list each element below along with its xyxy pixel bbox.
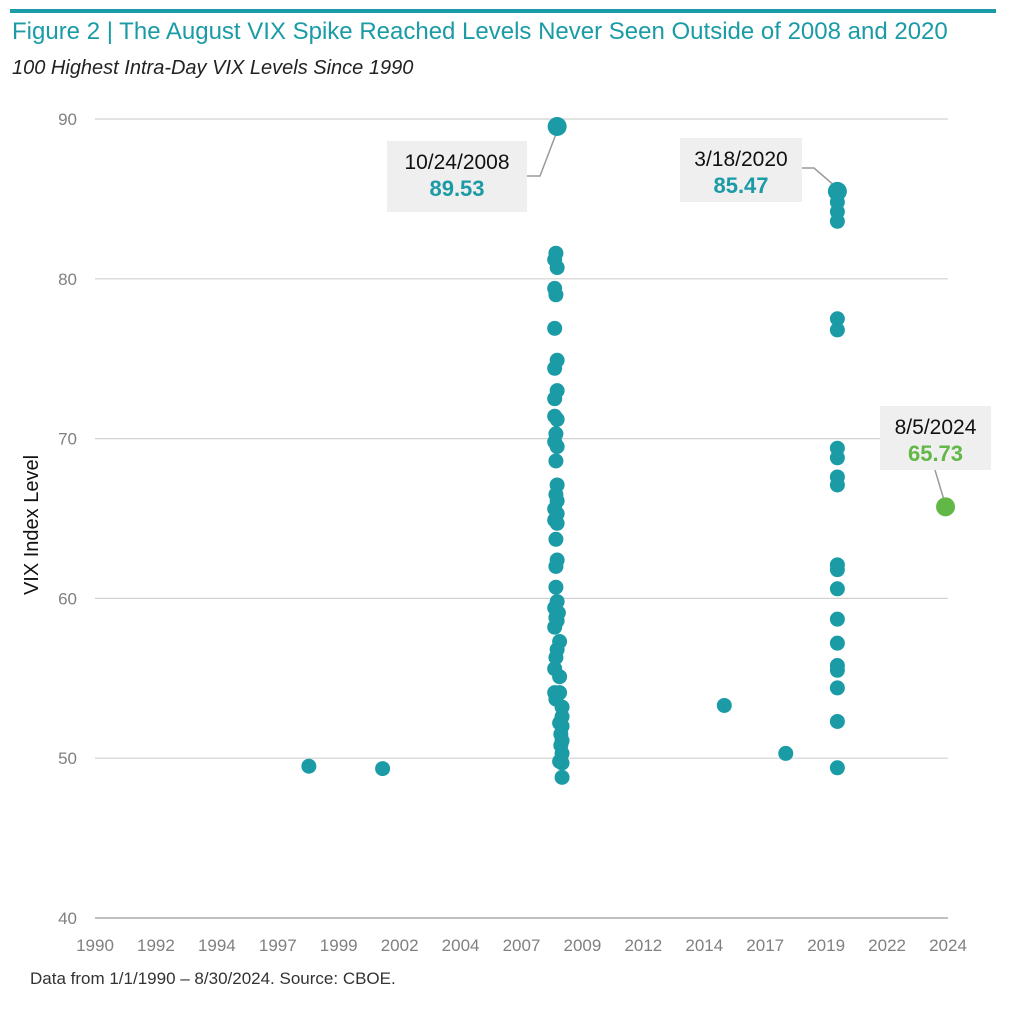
data-point[interactable] <box>716 697 732 713</box>
callout-date: 8/5/2024 <box>895 416 977 439</box>
data-point[interactable] <box>829 662 845 678</box>
data-points <box>301 117 956 785</box>
data-point[interactable] <box>549 439 565 455</box>
x-tick-label: 2004 <box>442 936 480 955</box>
data-point[interactable] <box>548 579 564 595</box>
data-point[interactable] <box>829 713 845 729</box>
source-footnote: Data from 1/1/1990 – 8/30/2024. Source: … <box>30 969 396 988</box>
y-tick-label: 60 <box>58 589 77 608</box>
y-tick-label: 90 <box>58 110 77 129</box>
data-point[interactable] <box>547 320 563 336</box>
data-point[interactable] <box>829 680 845 696</box>
x-tick-label: 1997 <box>259 936 297 955</box>
data-point[interactable] <box>827 181 847 201</box>
data-point[interactable] <box>548 531 564 547</box>
callout-box <box>880 406 991 470</box>
data-point[interactable] <box>548 287 564 303</box>
chart-title: Figure 2 | The August VIX Spike Reached … <box>12 18 948 45</box>
callout-value: 85.47 <box>713 173 768 198</box>
x-tick-label: 1990 <box>76 936 114 955</box>
callout-date: 3/18/2020 <box>694 148 787 171</box>
data-point[interactable] <box>547 391 563 407</box>
callout-leader-line <box>934 469 945 501</box>
y-axis-ticks: 40 50 60 70 80 90 <box>58 110 77 928</box>
y-tick-label: 40 <box>58 909 77 928</box>
x-tick-label: 1992 <box>137 936 175 955</box>
x-tick-label: 2024 <box>929 936 967 955</box>
data-point[interactable] <box>829 611 845 627</box>
data-point[interactable] <box>829 562 845 578</box>
x-tick-label: 2002 <box>381 936 419 955</box>
x-tick-label: 2009 <box>564 936 602 955</box>
data-point[interactable] <box>778 745 794 761</box>
chart-subtitle: 100 Highest Intra-Day VIX Levels Since 1… <box>12 57 414 79</box>
data-point[interactable] <box>547 360 563 376</box>
y-axis-label: VIX Index Level <box>21 455 43 595</box>
y-tick-label: 70 <box>58 430 77 449</box>
data-point[interactable] <box>548 650 564 666</box>
data-point[interactable] <box>375 761 391 777</box>
data-point[interactable] <box>548 453 564 469</box>
callout-leader-line <box>802 167 837 188</box>
x-tick-label: 2012 <box>624 936 662 955</box>
x-axis-ticks: 1990 1992 1994 1997 1999 2002 2004 2007 2009 2012… <box>76 936 967 955</box>
data-point[interactable] <box>829 213 845 229</box>
data-point[interactable] <box>552 669 568 685</box>
gridlines <box>95 118 948 919</box>
data-point[interactable] <box>829 635 845 651</box>
callout-leaders <box>527 133 945 501</box>
x-tick-label: 2022 <box>868 936 906 955</box>
data-point[interactable] <box>829 477 845 493</box>
data-point[interactable] <box>936 497 956 517</box>
x-tick-label: 2017 <box>746 936 784 955</box>
data-point[interactable] <box>829 760 845 776</box>
data-point[interactable] <box>548 558 564 574</box>
callout-box <box>387 141 527 212</box>
data-point[interactable] <box>829 311 845 327</box>
data-point[interactable] <box>554 755 570 771</box>
data-point[interactable] <box>547 117 567 137</box>
y-tick-label: 50 <box>58 749 77 768</box>
data-point[interactable] <box>549 260 565 276</box>
data-point[interactable] <box>549 411 565 427</box>
callout-value: 65.73 <box>908 441 963 466</box>
callout-box <box>680 138 802 202</box>
data-point[interactable] <box>554 769 570 785</box>
callout-leader-line <box>527 133 557 177</box>
y-tick-label: 80 <box>58 270 77 289</box>
x-tick-label: 2014 <box>685 936 723 955</box>
callout-date: 10/24/2008 <box>404 151 509 174</box>
x-tick-label: 1994 <box>198 936 236 955</box>
x-tick-label: 2007 <box>503 936 541 955</box>
data-point[interactable] <box>829 581 845 597</box>
top-rule <box>10 9 996 13</box>
callout-value: 89.53 <box>429 176 484 201</box>
data-point[interactable] <box>547 619 563 635</box>
data-point[interactable] <box>549 515 565 531</box>
x-tick-label: 2019 <box>807 936 845 955</box>
data-point[interactable] <box>301 758 317 774</box>
data-point[interactable] <box>829 450 845 466</box>
x-tick-label: 1999 <box>320 936 358 955</box>
data-point[interactable] <box>829 322 845 338</box>
